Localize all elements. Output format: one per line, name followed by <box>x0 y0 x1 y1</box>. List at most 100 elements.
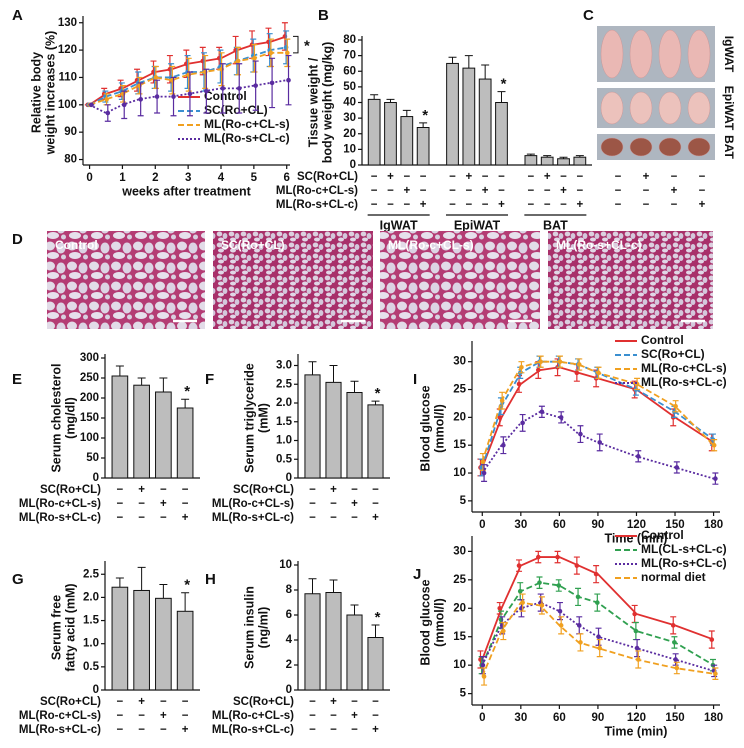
y-tick-label: 0 <box>286 472 292 484</box>
treatment-sign: − <box>372 498 379 510</box>
treatment-sign: − <box>699 185 706 197</box>
treatment-sign: − <box>182 498 189 510</box>
series-line <box>481 556 714 660</box>
data-point <box>481 674 487 679</box>
data-point <box>171 94 176 99</box>
legend-label: SC(Ro+CL) <box>204 103 268 117</box>
tissue-sample <box>687 91 711 125</box>
series-line <box>481 410 714 480</box>
bar <box>111 375 129 479</box>
y-tick-label: 300 <box>80 352 99 364</box>
chart-panel: E 0 50 100 150 200 250 300 Serum cholesterol (mg/… <box>12 352 200 524</box>
data-point <box>539 409 545 415</box>
treatment-sign: + <box>372 512 379 524</box>
chart-panel: F 0 0.5 1.0 1.5 2.0 2.5 3.0 Serum triglyceride (m… <box>205 354 390 524</box>
treatment-sign: − <box>160 696 167 708</box>
panel-letter: B <box>318 7 329 24</box>
data-point <box>235 58 241 64</box>
data-point <box>481 470 487 476</box>
error-bar <box>329 579 338 593</box>
series-line <box>481 601 714 677</box>
y-tick-label: 15 <box>453 439 466 451</box>
y-tick-label: 100 <box>58 99 77 111</box>
bar <box>557 158 570 166</box>
y-tick-label: 60 <box>343 65 356 77</box>
data-point <box>670 623 676 628</box>
data-point <box>252 56 257 61</box>
x-tick-label: 6 <box>284 172 290 184</box>
treatment-sign: − <box>465 199 472 211</box>
data-point <box>480 662 486 668</box>
y-axis-label: Serum cholesterol <box>49 363 63 472</box>
image-label: ML(Ro-c+CL-s) <box>388 238 474 252</box>
y-tick-label: 5 <box>460 495 467 507</box>
treatment-sign: − <box>387 185 394 197</box>
treatment-sign: − <box>699 171 706 183</box>
tissue-sample <box>658 137 682 157</box>
data-point <box>187 91 193 97</box>
data-point <box>576 362 582 367</box>
x-tick-label: 180 <box>704 519 723 531</box>
error-bar <box>419 122 428 128</box>
y-axis-label: fatty acid (mM) <box>63 583 77 671</box>
error-bar <box>481 64 490 80</box>
legend-label: ML(Ro-s+CL-c) <box>204 131 290 145</box>
error-bar <box>371 624 380 638</box>
data-point <box>578 431 583 437</box>
histology-image <box>548 231 713 329</box>
chart-panel: I 5 10 15 20 25 30 Blood glucose (mmol/l) 0 30 60 90… <box>413 333 727 545</box>
y-tick-label: 110 <box>58 71 77 83</box>
treatment-sign: + <box>560 185 567 197</box>
x-tick-label: 30 <box>514 519 527 531</box>
y-tick-label: 1.5 <box>276 416 293 428</box>
bar <box>111 586 129 691</box>
bar <box>346 392 363 479</box>
y-tick-label: 0 <box>93 472 99 484</box>
data-point <box>138 97 143 102</box>
data-point <box>633 628 639 634</box>
treatment-sign: − <box>576 185 583 197</box>
panel-letter: J <box>413 566 421 583</box>
data-point <box>153 75 159 80</box>
treatment-sign: − <box>330 498 337 510</box>
y-tick-label: 2.0 <box>83 591 99 603</box>
treatment-name: ML(Ro-c+CL-s) <box>19 710 101 722</box>
data-point <box>555 554 560 560</box>
legend-label: ML(CL-s+CL-c) <box>641 542 727 556</box>
x-tick-label: 4 <box>218 172 225 184</box>
treatment-sign: − <box>160 724 167 736</box>
data-point <box>517 588 523 594</box>
y-axis-label: Blood glucose <box>418 579 432 665</box>
treatment-sign: − <box>403 199 410 211</box>
x-axis-label: weeks after treatment <box>121 184 251 198</box>
data-point <box>204 88 209 94</box>
y-axis-label: Blood glucose <box>418 385 432 471</box>
treatment-sign: − <box>351 696 358 708</box>
treatment-name: SC(Ro+CL) <box>40 484 101 496</box>
tissue-label: EpiWAT <box>722 86 736 131</box>
y-tick-label: 2.5 <box>83 568 100 580</box>
bar <box>346 614 363 691</box>
treatment-name: ML(Ro-s+CL-c) <box>212 512 294 524</box>
x-tick-label: 180 <box>704 712 723 724</box>
data-point <box>575 594 581 600</box>
treatment-sign: − <box>309 724 316 736</box>
data-point <box>711 442 717 448</box>
data-point <box>236 86 242 91</box>
series-line <box>481 360 715 463</box>
bar <box>540 156 554 166</box>
x-tick-label: 90 <box>592 519 605 531</box>
tissue-sample <box>687 137 711 157</box>
treatment-sign: − <box>449 185 456 197</box>
chart-panel: G 0 0.5 1.0 1.5 2.0 2.5 Serum free fatty acid (m… <box>12 561 200 736</box>
y-tick-label: 25 <box>453 384 466 396</box>
legend-label: normal diet <box>641 570 706 584</box>
treatment-sign: − <box>498 171 505 183</box>
data-point <box>709 637 715 642</box>
treatment-sign: + <box>576 199 583 211</box>
treatment-sign: − <box>138 724 145 736</box>
treatment-sign: − <box>671 171 678 183</box>
tissue-sample <box>629 91 653 125</box>
legend-label: Control <box>204 89 247 103</box>
